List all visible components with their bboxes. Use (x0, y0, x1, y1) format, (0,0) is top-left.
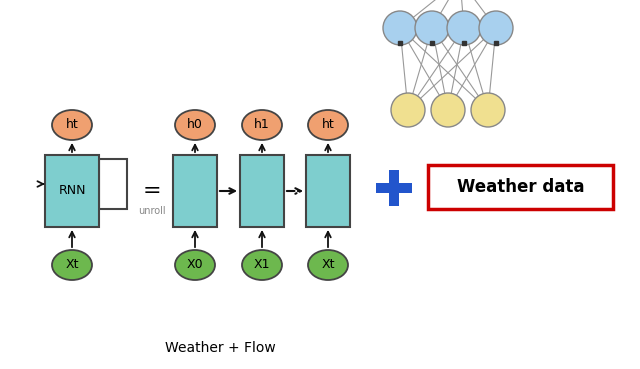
Ellipse shape (479, 11, 513, 45)
Bar (240, 155, 284, 227)
Text: RNN: RNN (58, 184, 86, 197)
Ellipse shape (308, 250, 348, 280)
Ellipse shape (383, 11, 417, 45)
Text: X0: X0 (187, 259, 204, 272)
Text: ht: ht (322, 118, 334, 131)
Ellipse shape (415, 11, 449, 45)
Ellipse shape (447, 11, 481, 45)
Text: =: = (143, 181, 161, 201)
Bar (173, 155, 217, 227)
Ellipse shape (175, 110, 215, 140)
Ellipse shape (391, 93, 425, 127)
Text: ht: ht (66, 118, 78, 131)
Ellipse shape (175, 250, 215, 280)
Bar (45, 155, 99, 227)
Text: Xt: Xt (65, 259, 79, 272)
Bar (99, 159, 127, 209)
Bar (306, 155, 350, 227)
Ellipse shape (431, 93, 465, 127)
Bar (376, 183, 412, 193)
Text: Weather + Flow: Weather + Flow (164, 341, 275, 355)
Text: h1: h1 (254, 118, 270, 131)
Text: X1: X1 (253, 259, 270, 272)
Ellipse shape (242, 110, 282, 140)
Bar (389, 170, 399, 206)
Text: Weather data: Weather data (457, 178, 584, 196)
Ellipse shape (471, 93, 505, 127)
Text: unroll: unroll (138, 206, 166, 216)
Ellipse shape (52, 250, 92, 280)
Bar (428, 165, 613, 209)
Text: h0: h0 (187, 118, 203, 131)
Text: Xt: Xt (321, 259, 335, 272)
Ellipse shape (308, 110, 348, 140)
Ellipse shape (242, 250, 282, 280)
Ellipse shape (52, 110, 92, 140)
